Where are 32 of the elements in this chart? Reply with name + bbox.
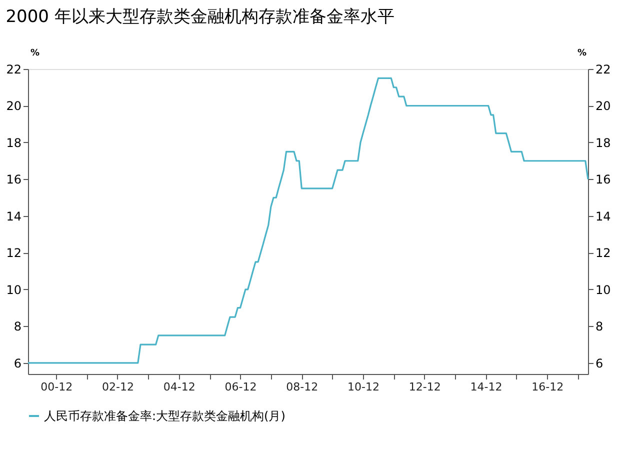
x-tick-label: 00-12 (40, 380, 73, 394)
y2-tick-label: 6 (596, 356, 604, 370)
x-tick-label: 04-12 (163, 380, 196, 394)
x-tick-label: 14-12 (470, 380, 502, 394)
y-tick-label: 10 (6, 282, 22, 297)
y-tick-label: 20 (6, 99, 22, 114)
x-tick-label: 12-12 (408, 380, 441, 394)
legend-label: 人民币存款准备金率:大型存款类金融机构(月) (44, 409, 286, 423)
y2-tick-label: 20 (596, 99, 611, 114)
x-tick-label: 16-12 (532, 380, 564, 394)
y2-tick-label: 22 (596, 62, 611, 76)
y2-tick-label: 8 (596, 320, 604, 334)
y-tick-label: 22 (6, 62, 22, 76)
y-axis-title: % (30, 48, 40, 58)
y2-tick-label: 12 (596, 246, 611, 260)
y-tick-label: 18 (6, 136, 22, 150)
x-tick-label: 10-12 (348, 380, 380, 394)
y2-tick-label: 14 (596, 209, 611, 224)
line-series (27, 77, 589, 364)
x-tick-label: 08-12 (286, 380, 318, 394)
y2-tick-label: 10 (596, 282, 611, 297)
chart-title: 2000 年以来大型存款类金融机构存款准备金率水平 (6, 7, 394, 27)
y2-tick-label: 16 (596, 172, 611, 187)
y-tick-label: 14 (6, 209, 22, 224)
y-tick-label: 8 (14, 320, 22, 334)
y-tick-label: 12 (6, 246, 22, 260)
y2-axis-title: % (577, 48, 586, 58)
y-tick-label: 6 (14, 356, 22, 370)
x-tick-label: 02-12 (102, 380, 134, 394)
y2-tick-label: 18 (596, 136, 611, 150)
x-tick-label: 06-12 (224, 380, 257, 394)
y-tick-label: 16 (6, 172, 22, 187)
